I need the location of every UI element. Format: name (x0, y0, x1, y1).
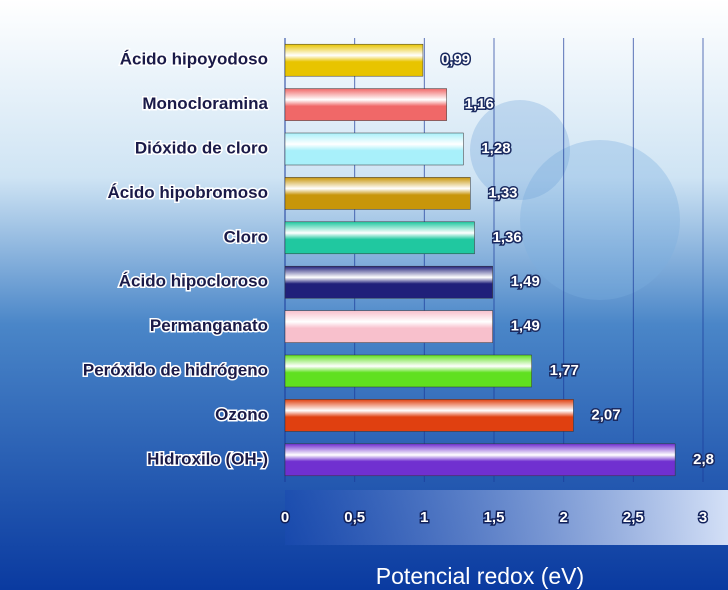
value-label: 1,28 (481, 140, 510, 157)
x-tick-label: 1,5 (484, 509, 505, 526)
value-label: 2,8 (693, 451, 714, 468)
x-axis-title: Potencial redox (eV) (376, 563, 584, 589)
y-tick-label: Ozono (215, 405, 268, 424)
value-label: 0,99 (441, 51, 470, 68)
bar (285, 399, 573, 431)
y-tick-label: Cloro (224, 227, 268, 246)
bar (285, 222, 474, 254)
y-tick-label: Ácido hipocloroso (119, 272, 268, 291)
x-tick-label: 0,5 (344, 509, 365, 526)
y-tick-label: Permanganato (150, 316, 268, 335)
chart: Potencial redox (eV) 0 0,5 1 1,5 2 2,5 3 Ácido … (0, 0, 728, 590)
x-tick-label: 1 (420, 509, 428, 526)
value-label: 1,49 (511, 318, 540, 335)
y-tick-label: Monocloramina (142, 94, 268, 113)
bar (285, 133, 463, 165)
bar (285, 311, 493, 343)
bar (285, 177, 470, 209)
x-tick-label: 0 (281, 509, 289, 526)
y-tick-label: Ácido hipobromoso (107, 183, 268, 202)
bar (285, 266, 493, 298)
x-tick-label: 3 (699, 509, 707, 526)
value-label: 1,49 (511, 273, 540, 290)
value-label: 1,16 (465, 96, 494, 113)
value-label: 1,33 (488, 184, 517, 201)
value-label: 2,07 (591, 406, 620, 423)
value-label: 1,36 (492, 229, 521, 246)
y-tick-label: Ácido hipoyodoso (120, 50, 268, 69)
bar (285, 44, 423, 76)
y-tick-label: Peróxido de hidrógeno (83, 360, 268, 379)
x-tick-label: 2 (559, 509, 567, 526)
y-tick-label: Hidroxilo (OH-) (147, 449, 268, 468)
x-tick-label: 2,5 (623, 509, 644, 526)
value-label: 1,77 (550, 362, 579, 379)
y-tick-label: Dióxido de cloro (135, 138, 268, 157)
bar (285, 355, 532, 387)
bar (285, 444, 675, 476)
bar (285, 89, 447, 121)
